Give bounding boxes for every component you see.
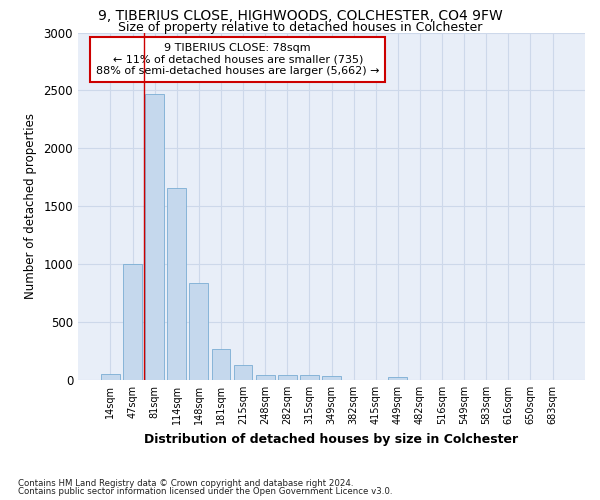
Bar [145, 94, 164, 380]
Text: Contains HM Land Registry data © Crown copyright and database right 2024.: Contains HM Land Registry data © Crown c… [18, 478, 353, 488]
Bar [388, 378, 407, 380]
Bar [101, 374, 120, 380]
Bar [322, 376, 341, 380]
Text: 9, TIBERIUS CLOSE, HIGHWOODS, COLCHESTER, CO4 9FW: 9, TIBERIUS CLOSE, HIGHWOODS, COLCHESTER… [98, 9, 502, 23]
Y-axis label: Number of detached properties: Number of detached properties [23, 114, 37, 299]
Text: 9 TIBERIUS CLOSE: 78sqm
← 11% of detached houses are smaller (735)
88% of semi-d: 9 TIBERIUS CLOSE: 78sqm ← 11% of detache… [96, 43, 379, 76]
Bar [212, 348, 230, 380]
Bar [256, 376, 275, 380]
Bar [123, 264, 142, 380]
Bar [233, 365, 253, 380]
Bar [167, 188, 186, 380]
X-axis label: Distribution of detached houses by size in Colchester: Distribution of detached houses by size … [145, 432, 518, 446]
Text: Contains public sector information licensed under the Open Government Licence v3: Contains public sector information licen… [18, 488, 392, 496]
Bar [190, 282, 208, 380]
Bar [278, 376, 296, 380]
Bar [300, 376, 319, 380]
Text: Size of property relative to detached houses in Colchester: Size of property relative to detached ho… [118, 21, 482, 34]
